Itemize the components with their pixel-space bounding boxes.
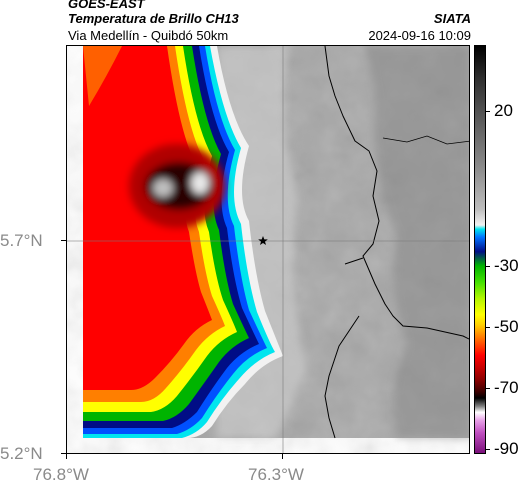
brightness-temperature-map	[67, 46, 469, 453]
colorbar-label-20: 20	[494, 101, 513, 120]
product-title: Temperatura de Brillo CH13	[68, 11, 239, 26]
lat-tick-5.2	[61, 453, 66, 454]
colorbar-tick-20	[486, 111, 490, 112]
timestamp-label: 2024-09-16 10:09	[368, 28, 471, 43]
lon-tick-76.8	[66, 454, 67, 459]
colorbar-tick-minus90	[486, 449, 490, 450]
colorbar-label-minus30: -30	[494, 256, 519, 275]
organization-label: SIATA	[433, 11, 471, 26]
lat-label-5.2: 5.2°N	[0, 444, 43, 463]
lat-tick-5.7	[61, 240, 66, 241]
department-border	[324, 257, 364, 439]
satellite-name: GOES-EAST	[68, 0, 145, 11]
colorbar-tick-minus50	[486, 327, 490, 328]
colorbar	[474, 45, 486, 454]
region-subtitle: Via Medellín - Quibdó 50km	[68, 28, 229, 43]
coastline	[324, 46, 469, 340]
star-icon	[258, 236, 268, 245]
colorbar-label-minus50: -50	[494, 317, 519, 336]
lat-label-5.7: 5.7°N	[0, 231, 43, 250]
cloud-orange-fringe	[83, 46, 122, 106]
convective-cloud-system	[83, 46, 283, 438]
colorbar-tick-minus30	[486, 266, 490, 267]
overshooting-top-b	[191, 172, 209, 194]
overshooting-top-a	[153, 179, 173, 197]
lon-tick-76.3	[282, 454, 283, 459]
dark-ground-east	[367, 46, 469, 438]
lon-label-76.3: 76.3°W	[248, 465, 304, 484]
lon-label-76.8: 76.8°W	[33, 465, 89, 484]
colorbar-label-minus90: -90	[494, 439, 519, 458]
map-panel[interactable]	[66, 45, 470, 454]
cold-cloud-top	[129, 144, 225, 228]
colorbar-tick-minus70	[486, 388, 490, 389]
river-line	[382, 135, 469, 145]
colorbar-label-minus70: -70	[494, 378, 519, 397]
